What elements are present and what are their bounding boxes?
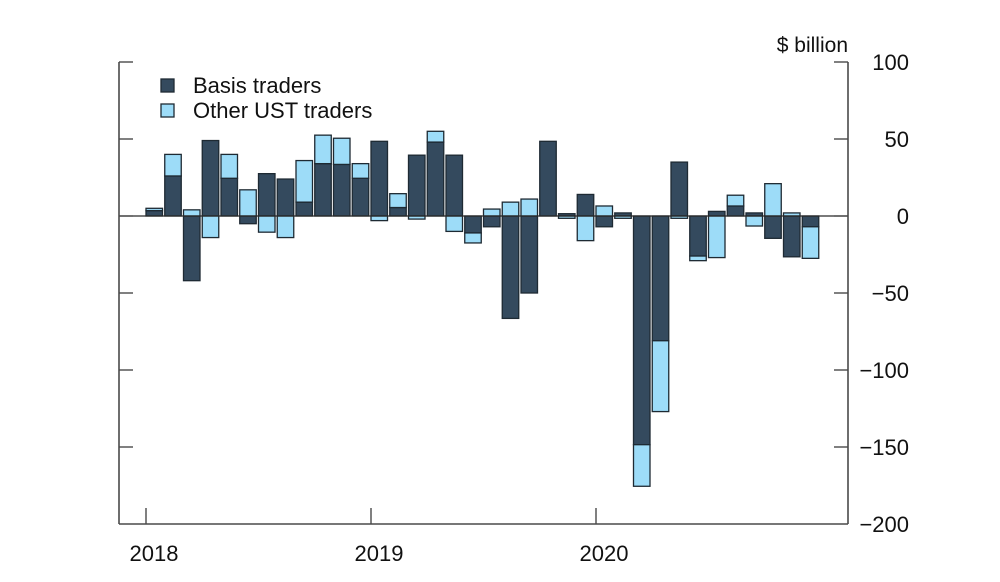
- bar-other-ust-traders-2018-03: [182, 209, 201, 217]
- bar-basis-traders-2020-01: [595, 215, 614, 228]
- bar-other-ust-traders-2018-11: [332, 137, 351, 166]
- bar-basis-traders-2020-04: [651, 215, 670, 342]
- bar-basis-traders-2018-07: [257, 172, 276, 217]
- bar-other-ust-traders-2018-01: [145, 207, 164, 212]
- bar-basis-traders-2020-07: [707, 210, 726, 217]
- bar-basis-traders-2018-06: [239, 215, 257, 225]
- bar-basis-traders-2018-01: [145, 209, 164, 217]
- x-ticks: 2018 2019 2020: [130, 508, 629, 566]
- bar-basis-traders-2018-04: [201, 139, 220, 217]
- x-tick-label: 2020: [580, 541, 629, 566]
- bar-basis-traders-2018-02: [164, 175, 182, 217]
- bar-other-ust-traders-2018-04: [201, 215, 220, 239]
- bar-basis-traders-2020-08: [726, 205, 745, 217]
- legend-swatch-basis-traders: [160, 78, 175, 93]
- bar-other-ust-traders-2018-09: [295, 159, 314, 203]
- bar-basis-traders-2018-10: [314, 162, 332, 217]
- bar-basis-traders-2019-02: [389, 206, 407, 217]
- x-tick-label: 2019: [355, 541, 404, 566]
- bar-other-ust-traders-2018-10: [314, 134, 332, 165]
- bar-basis-traders-2018-12: [351, 177, 370, 217]
- bar-other-ust-traders-2020-09: [745, 215, 764, 227]
- bar-other-ust-traders-2019-01: [370, 215, 389, 222]
- y-tick-label: −50: [872, 281, 909, 306]
- bar-other-ust-traders-2019-06: [464, 232, 482, 244]
- bar-other-ust-traders-2019-08: [501, 201, 520, 217]
- bar-basis-traders-2020-06: [689, 215, 707, 257]
- bar-other-ust-traders-2019-05: [445, 215, 464, 233]
- bar-basis-traders-2019-09: [520, 215, 539, 294]
- bar-basis-traders-2020-10: [764, 215, 782, 239]
- bar-other-ust-traders-2018-08: [276, 215, 295, 239]
- bar-basis-traders-2020-05: [670, 161, 689, 217]
- bar-other-ust-traders-2018-12: [351, 162, 370, 179]
- bar-other-ust-traders-2018-05: [220, 153, 239, 179]
- bar-other-ust-traders-2019-12: [576, 215, 595, 242]
- bar-basis-traders-2020-03: [632, 215, 651, 446]
- bar-other-ust-traders-2020-07: [707, 215, 726, 259]
- bar-basis-traders-2019-05: [445, 154, 464, 217]
- y-tick-label: −200: [859, 512, 909, 537]
- y-tick-label: 100: [872, 50, 909, 75]
- y-tick-label: 50: [885, 127, 909, 152]
- bar-other-ust-traders-2020-12: [801, 226, 820, 259]
- bar-other-ust-traders-2019-09: [520, 198, 539, 217]
- y-tick-label: −150: [859, 435, 909, 460]
- bar-basis-traders-2019-01: [370, 140, 389, 217]
- y-tick-label: −100: [859, 358, 909, 383]
- bar-basis-traders-2018-05: [220, 177, 239, 217]
- bar-other-ust-traders-2019-02: [389, 193, 407, 209]
- bar-other-ust-traders-2020-08: [726, 194, 745, 207]
- bar-basis-traders-2019-07: [482, 215, 501, 228]
- bar-basis-traders-2020-12: [801, 215, 820, 228]
- bar-other-ust-traders-2018-06: [239, 189, 257, 217]
- legend-label-basis-traders: Basis traders: [193, 73, 321, 98]
- bar-basis-traders-2019-10: [539, 140, 557, 217]
- bar-basis-traders-2019-06: [464, 215, 482, 234]
- bar-basis-traders-2018-11: [332, 163, 351, 217]
- bar-other-ust-traders-2019-07: [482, 208, 501, 217]
- y-tick-label: 0: [897, 204, 909, 229]
- unit-label: $ billion: [777, 34, 848, 57]
- bar-other-ust-traders-2020-06: [689, 255, 707, 262]
- y-ticks: 100 50 0 −50 −100 −150 −200: [119, 50, 909, 537]
- bar-other-ust-traders-2020-04: [651, 340, 670, 413]
- bar-basis-traders-2018-08: [276, 178, 295, 217]
- bars-layer: [145, 130, 820, 487]
- bar-basis-traders-2019-03: [407, 154, 426, 217]
- bar-basis-traders-2018-03: [182, 215, 201, 282]
- bar-basis-traders-2020-11: [782, 215, 801, 258]
- bar-other-ust-traders-2020-03: [632, 444, 651, 487]
- axes: [118, 62, 849, 525]
- x-tick-label: 2018: [130, 541, 179, 566]
- bar-other-ust-traders-2020-01: [595, 205, 614, 217]
- bar-other-ust-traders-2018-07: [257, 215, 276, 233]
- bar-basis-traders-2018-09: [295, 201, 314, 217]
- bar-other-ust-traders-2018-02: [164, 153, 182, 177]
- legend-label-other-ust-traders: Other UST traders: [193, 98, 372, 123]
- bar-other-ust-traders-2019-04: [426, 130, 445, 143]
- bar-basis-traders-2019-08: [501, 215, 520, 320]
- legend-swatch-other-ust-traders: [160, 103, 175, 118]
- bar-basis-traders-2019-12: [576, 193, 595, 217]
- bar-basis-traders-2019-04: [426, 141, 445, 217]
- bar-other-ust-traders-2020-10: [764, 183, 782, 217]
